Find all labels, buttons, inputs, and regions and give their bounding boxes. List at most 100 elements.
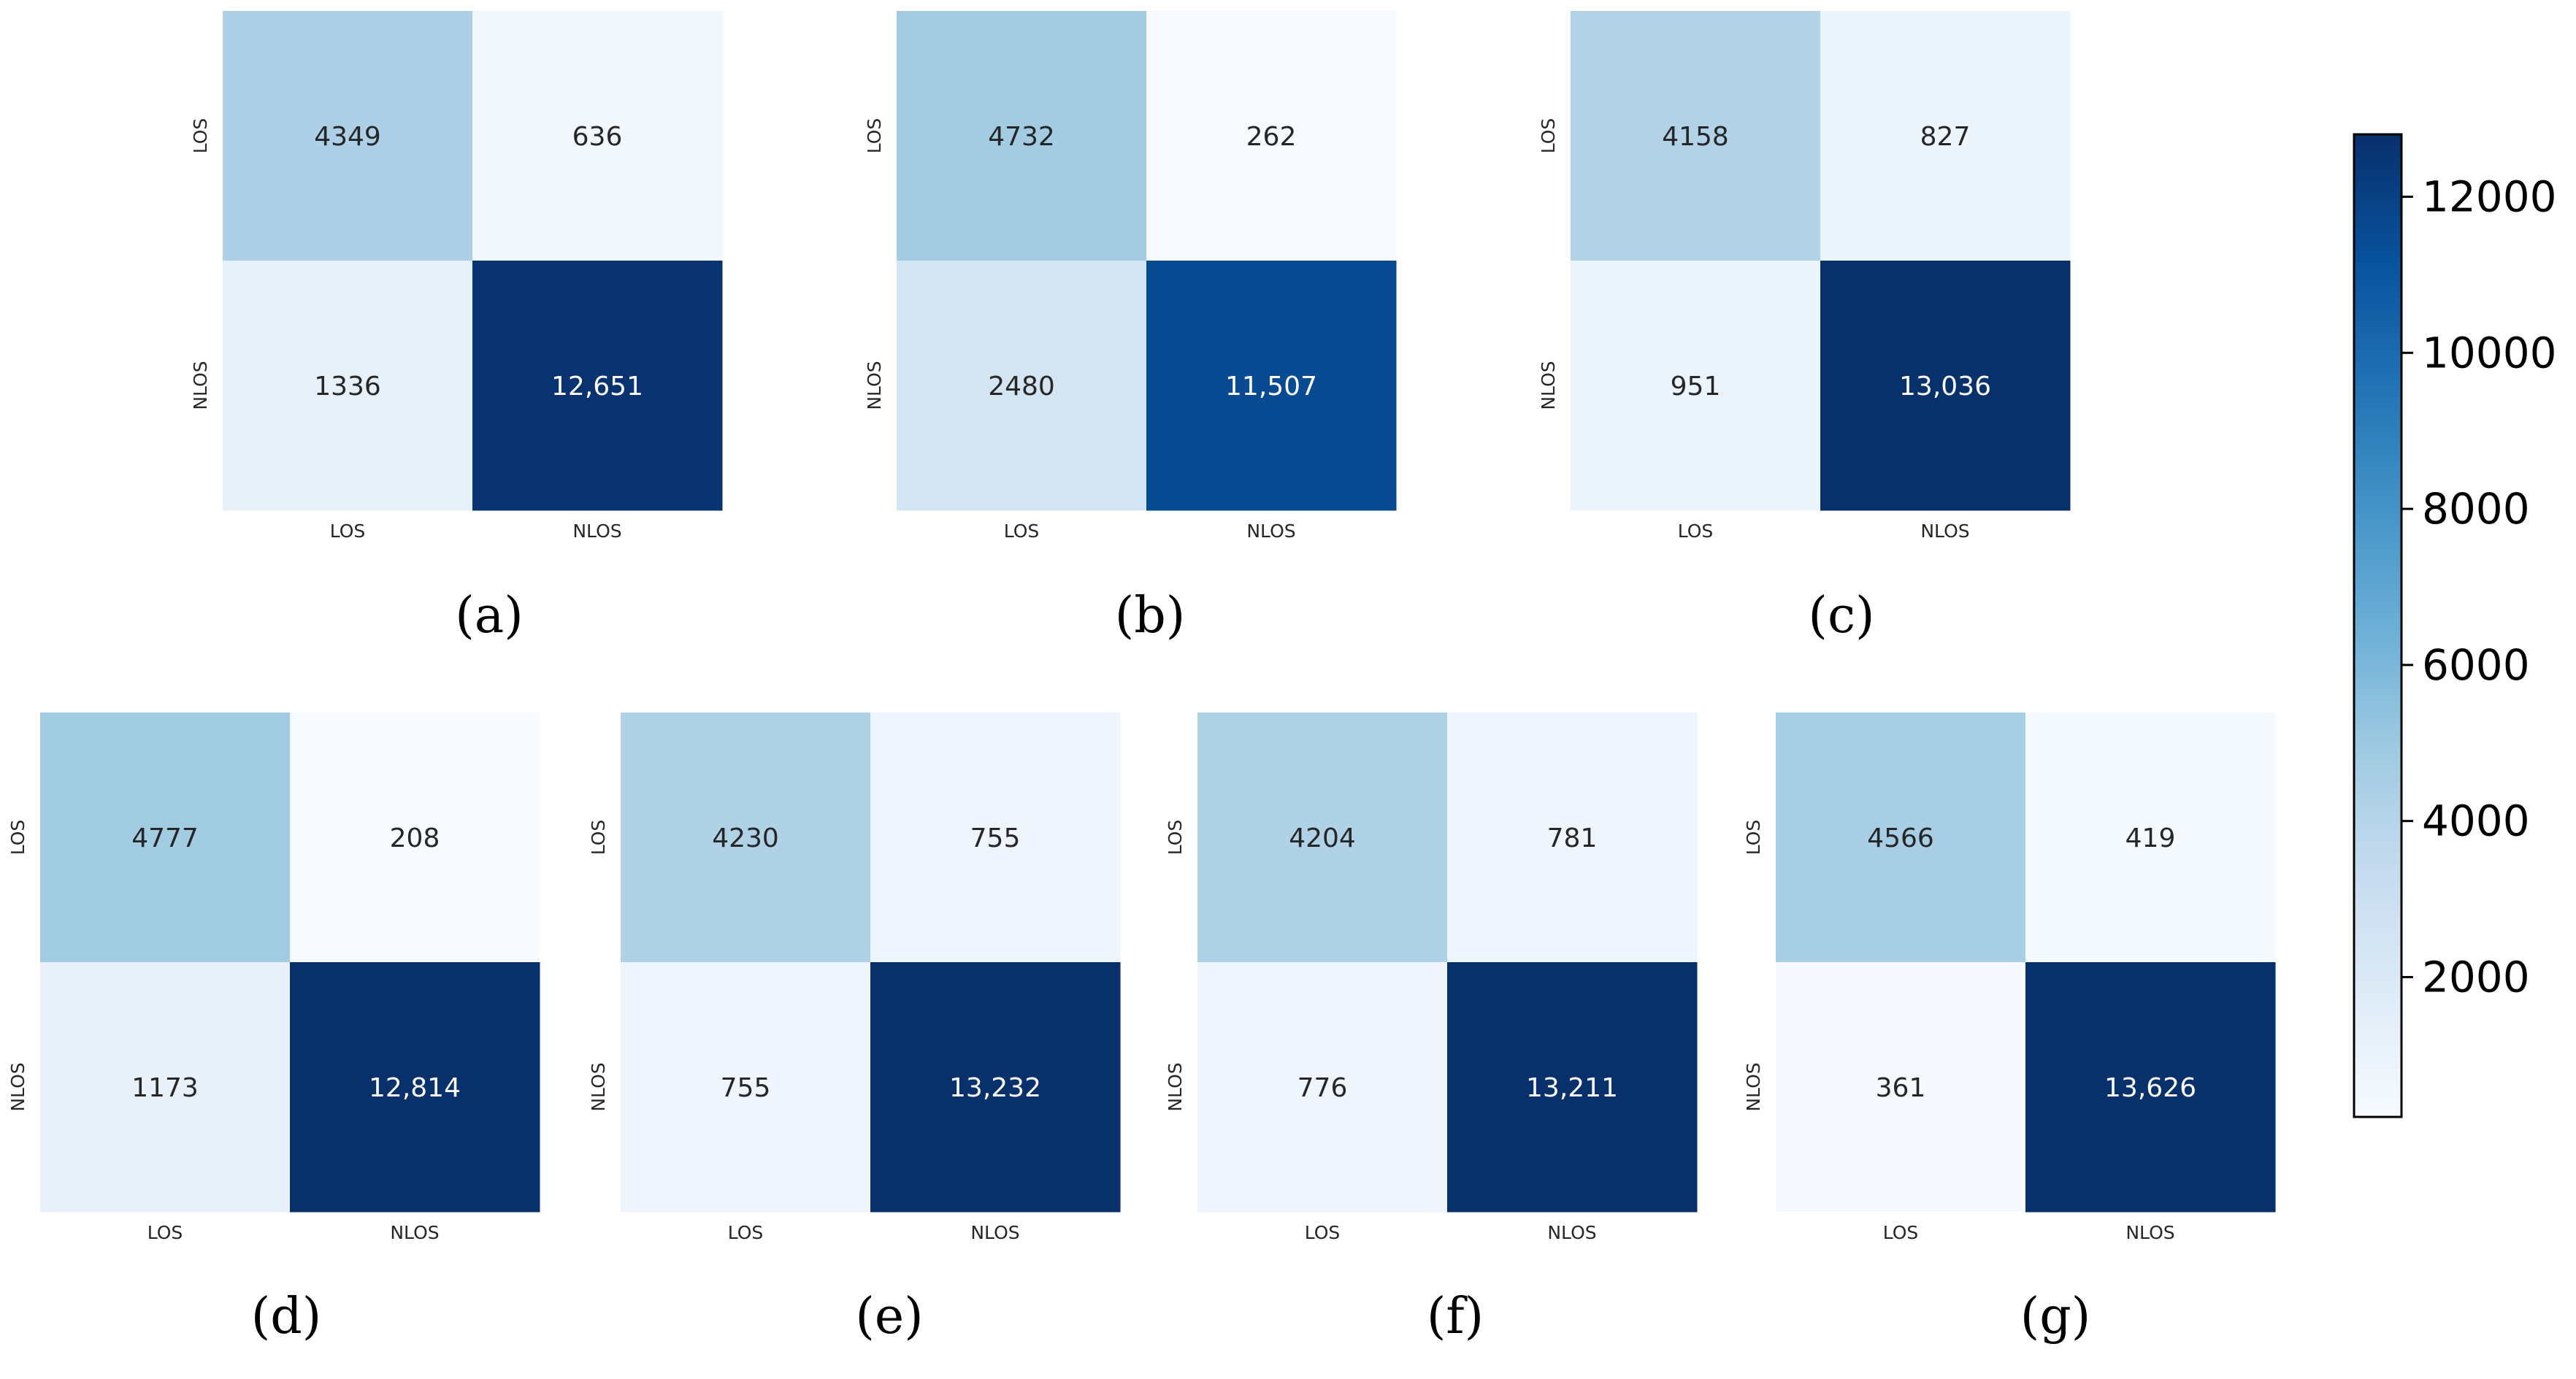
heatmap-panel: 4349 636 1336 12,651 LOS NLOS LOS NLOS (a) <box>190 11 723 645</box>
heatmap-cell <box>1447 962 1698 1213</box>
colorbar-tick-label: 10000 <box>2422 328 2557 377</box>
x-tick-label: NLOS <box>1547 1222 1596 1243</box>
heatmap-cell <box>897 261 1147 511</box>
heatmap-cell <box>1776 712 2026 963</box>
colorbar-tick-label: 2000 <box>2422 952 2530 1002</box>
x-tick-label: NLOS <box>1246 521 1295 542</box>
heatmap-cell <box>621 962 871 1213</box>
heatmap-cell <box>2025 962 2276 1213</box>
panels-group: 4349 636 1336 12,651 LOS NLOS LOS NLOS (a) 4732 26… <box>7 11 2276 1345</box>
heatmap-cell <box>1146 11 1397 261</box>
cell-value-label: 13,036 <box>1899 372 1991 402</box>
heatmap-cell <box>472 11 723 261</box>
heatmap-cell <box>1820 11 2071 261</box>
x-tick-label: LOS <box>1678 521 1714 542</box>
x-tick-label: LOS <box>728 1222 764 1243</box>
cell-value-label: 2480 <box>988 372 1055 402</box>
y-tick-label: LOS <box>1165 820 1186 856</box>
panel-label: (a) <box>455 587 524 645</box>
heatmap-cell <box>223 261 473 511</box>
heatmap-panel: 4204 781 776 13,211 LOS NLOS LOS NLOS (f) <box>1165 712 1698 1345</box>
cell-value-label: 208 <box>390 823 440 853</box>
panel-label: (d) <box>251 1288 322 1345</box>
colorbar-tick-label: 4000 <box>2422 796 2530 846</box>
heatmap-cell <box>40 712 291 963</box>
y-tick-label: NLOS <box>1165 1062 1186 1111</box>
x-tick-label: LOS <box>147 1222 183 1243</box>
heatmap-cell <box>40 962 291 1213</box>
x-tick-label: NLOS <box>390 1222 439 1243</box>
colorbar-tick-label: 8000 <box>2422 484 2530 534</box>
cell-value-label: 13,211 <box>1526 1073 1618 1103</box>
heatmap-cell <box>621 712 871 963</box>
heatmap-cell <box>1197 962 1448 1213</box>
panel-label: (b) <box>1115 587 1186 645</box>
cell-value-label: 636 <box>572 122 623 152</box>
cell-value-label: 12,814 <box>369 1073 461 1103</box>
y-tick-label: LOS <box>190 118 211 154</box>
heatmap-cell <box>1776 962 2026 1213</box>
x-tick-label: NLOS <box>1920 521 1969 542</box>
heatmap-cell <box>1447 712 1698 963</box>
colorbar-tick-label: 12000 <box>2422 172 2557 222</box>
panel-label: (e) <box>855 1288 923 1345</box>
cell-value-label: 755 <box>970 823 1021 853</box>
cell-value-label: 781 <box>1547 823 1598 853</box>
cell-value-label: 12,651 <box>551 372 643 402</box>
cell-value-label: 776 <box>1297 1073 1348 1103</box>
cell-value-label: 4349 <box>314 122 381 152</box>
cell-value-label: 4566 <box>1867 823 1934 853</box>
cell-value-label: 4204 <box>1289 823 1356 853</box>
heatmap-cell <box>1820 261 2071 511</box>
y-tick-label: LOS <box>7 820 28 856</box>
cell-value-label: 4230 <box>712 823 779 853</box>
cell-value-label: 419 <box>2125 823 2176 853</box>
heatmap-cell <box>1197 712 1448 963</box>
y-tick-label: LOS <box>864 118 885 154</box>
heatmap-panel: 4777 208 1173 12,814 LOS NLOS LOS NLOS (d) <box>7 712 540 1345</box>
x-tick-label: LOS <box>1004 521 1040 542</box>
heatmap-cell <box>870 962 1121 1213</box>
x-tick-label: NLOS <box>572 521 621 542</box>
heatmap-cell <box>290 962 540 1213</box>
heatmap-cell <box>2025 712 2276 963</box>
cell-value-label: 13,626 <box>2104 1073 2196 1103</box>
y-tick-label: NLOS <box>7 1062 28 1111</box>
y-tick-label: NLOS <box>1538 361 1559 410</box>
cell-value-label: 4777 <box>131 823 199 853</box>
colorbar: 2000 4000 6000 8000 10000 12000 <box>2353 133 2557 1118</box>
x-tick-label: LOS <box>1305 1222 1341 1243</box>
y-tick-label: LOS <box>588 820 609 856</box>
heatmap-cell <box>870 712 1121 963</box>
cell-value-label: 951 <box>1671 372 1721 402</box>
panel-label: (f) <box>1427 1288 1484 1345</box>
heatmap-cell <box>223 11 473 261</box>
y-tick-label: NLOS <box>588 1062 609 1111</box>
heatmap-cell <box>897 11 1147 261</box>
heatmap-cell <box>472 261 723 511</box>
cell-value-label: 1336 <box>314 372 381 402</box>
panel-label: (c) <box>1808 587 1874 645</box>
x-tick-label: NLOS <box>970 1222 1019 1243</box>
cell-value-label: 4732 <box>988 122 1055 152</box>
cell-value-label: 262 <box>1246 122 1297 152</box>
x-tick-label: LOS <box>330 521 366 542</box>
heatmap-cell <box>1146 261 1397 511</box>
heatmap-panel: 4566 419 361 13,626 LOS NLOS LOS NLOS (g) <box>1743 712 2276 1345</box>
y-tick-label: LOS <box>1743 820 1764 856</box>
heatmap-cell <box>290 712 540 963</box>
colorbar-tick-label: 6000 <box>2422 640 2530 690</box>
panel-label: (g) <box>2020 1288 2091 1345</box>
cell-value-label: 755 <box>721 1073 771 1103</box>
heatmap-cell <box>1571 261 1821 511</box>
cell-value-label: 361 <box>1876 1073 1926 1103</box>
cell-value-label: 1173 <box>131 1073 199 1103</box>
heatmap-cell <box>1571 11 1821 261</box>
heatmap-panel: 4158 827 951 13,036 LOS NLOS LOS NLOS (c) <box>1538 11 2071 645</box>
cell-value-label: 11,507 <box>1225 372 1317 402</box>
x-tick-label: NLOS <box>2125 1222 2174 1243</box>
y-tick-label: NLOS <box>864 361 885 410</box>
y-tick-label: NLOS <box>1743 1062 1764 1111</box>
cell-value-label: 4158 <box>1662 122 1729 152</box>
cell-value-label: 13,232 <box>949 1073 1041 1103</box>
